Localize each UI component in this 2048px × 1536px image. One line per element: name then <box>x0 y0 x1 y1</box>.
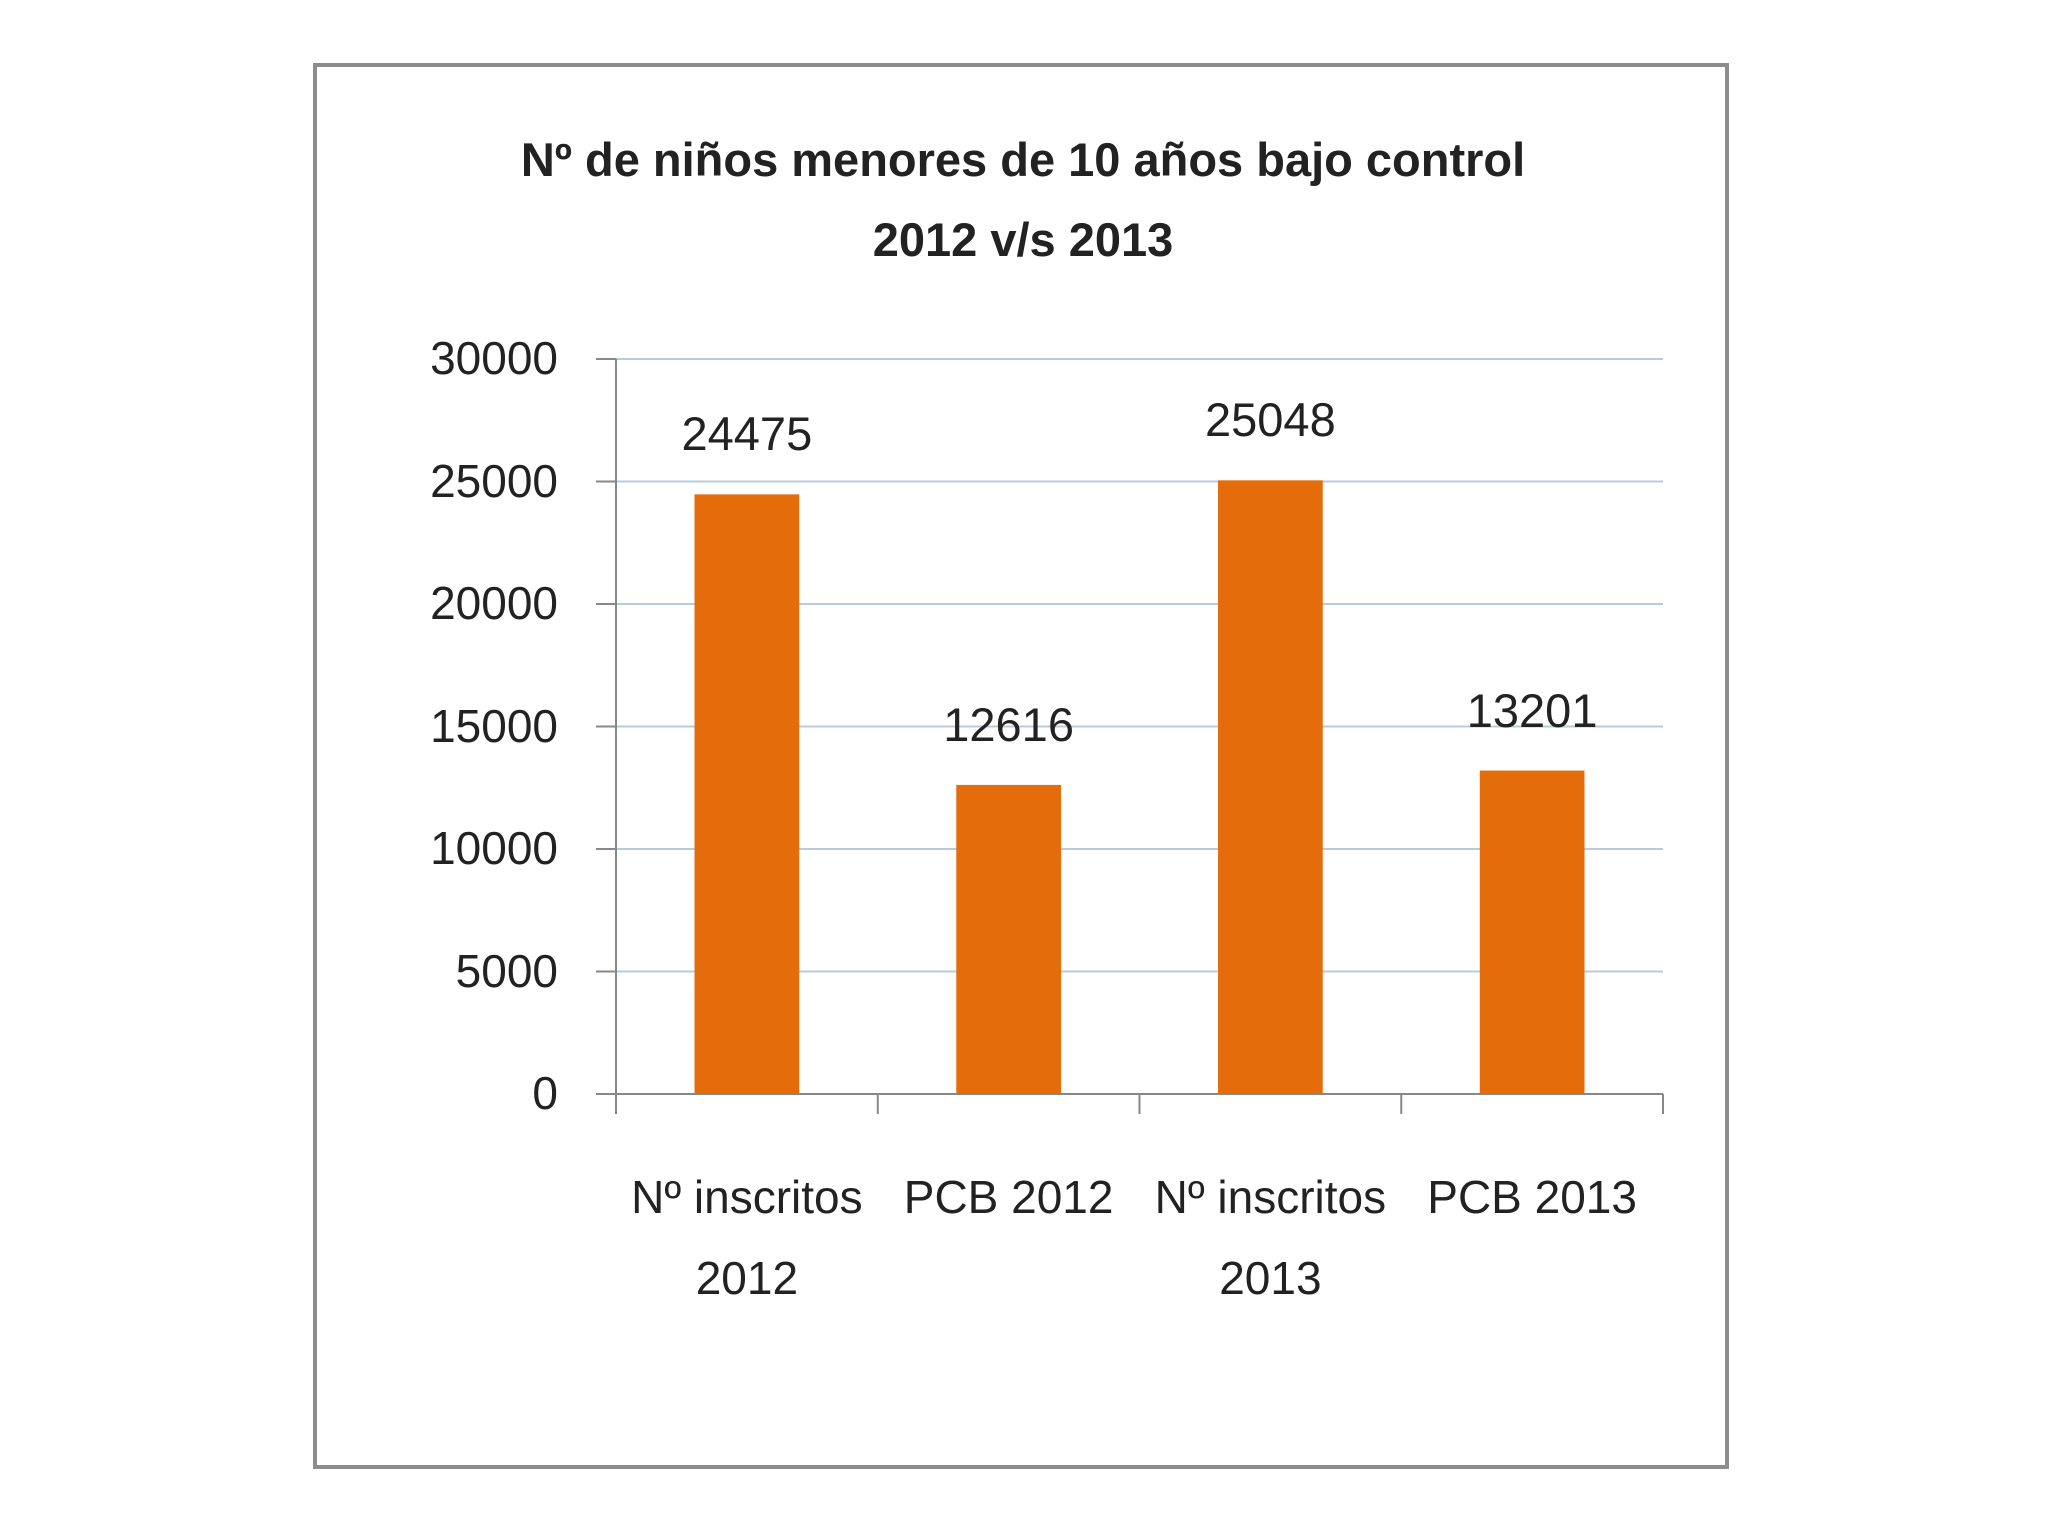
x-tick-label: Nº inscritos 2012 <box>631 1171 863 1304</box>
x-tick-label: PCB 2012 <box>903 1171 1114 1223</box>
data-label: 25048 <box>1205 393 1336 447</box>
bar <box>694 494 800 1094</box>
bar <box>1218 480 1323 1095</box>
chart-title: Nº de niños menores de 10 años bajo cont… <box>520 133 1526 266</box>
chart-frame <box>313 63 1729 1469</box>
y-tick-label: 30000 <box>430 332 558 384</box>
x-tick-label: PCB 2013 <box>1427 1171 1637 1223</box>
y-tick-label: 10000 <box>430 822 558 874</box>
data-label: 13201 <box>1466 683 1598 737</box>
y-tick-label: 20000 <box>430 577 558 629</box>
bar <box>956 784 1061 1094</box>
bar <box>1479 770 1585 1094</box>
y-tick-label: 25000 <box>430 454 558 507</box>
x-tick-label: Nº inscritos 2013 <box>1154 1171 1387 1304</box>
y-tick-label: 15000 <box>430 699 558 752</box>
y-tick-label: 0 <box>532 1067 558 1119</box>
y-tick-label: 5000 <box>455 944 558 997</box>
data-label: 12616 <box>943 697 1074 751</box>
data-label: 24475 <box>681 407 813 461</box>
